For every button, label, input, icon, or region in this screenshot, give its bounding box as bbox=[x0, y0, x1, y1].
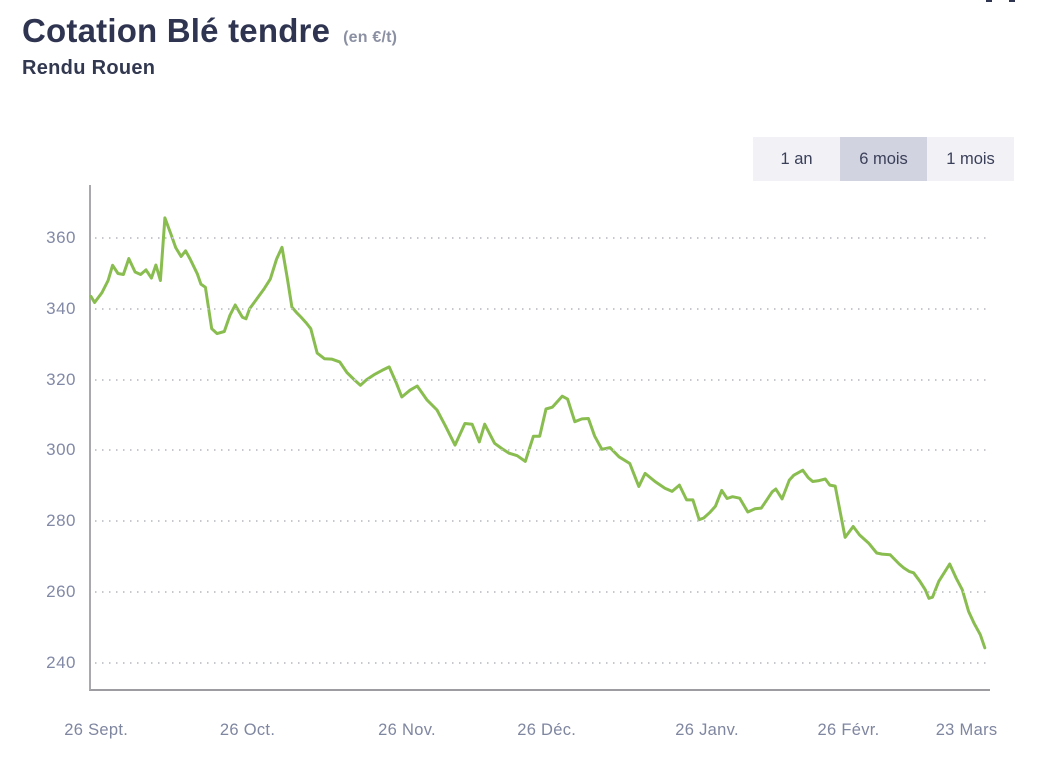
x-axis-label-26-déc-: 26 Déc. bbox=[517, 721, 577, 739]
y-axis-label-320: 320 bbox=[46, 369, 76, 389]
y-axis-label-340: 340 bbox=[46, 298, 76, 318]
range-button-6-mois[interactable]: 6 mois bbox=[840, 137, 927, 181]
x-axis-label-26-sept-: 26 Sept. bbox=[64, 721, 129, 739]
gridline-260 bbox=[95, 590, 988, 593]
unit-label: (en €/t) bbox=[343, 29, 398, 46]
clipped-text-artifact bbox=[986, 0, 992, 2]
gridline-360 bbox=[95, 237, 988, 240]
page-subtitle: Rendu Rouen bbox=[22, 57, 156, 79]
y-axis-label-360: 360 bbox=[46, 228, 76, 248]
y-axis-label-300: 300 bbox=[46, 440, 76, 460]
x-axis-label-26-janv-: 26 Janv. bbox=[675, 721, 739, 739]
period-range-selector: 1 an 6 mois 1 mois bbox=[753, 137, 1014, 181]
page-title: Cotation Blé tendre bbox=[22, 12, 331, 49]
gridline-300 bbox=[95, 449, 988, 452]
x-axis-label-26-févr-: 26 Févr. bbox=[817, 721, 880, 739]
price-line-series[interactable] bbox=[89, 185, 992, 691]
wheat-price-line bbox=[89, 216, 987, 650]
chart-header: Cotation Blé tendre (en €/t) Rendu Rouen bbox=[22, 12, 397, 80]
gridline-280 bbox=[95, 520, 988, 523]
price-chart: 240 260 280 300 320 340 360 26 Sept. 26 Oct. 26 N… bbox=[0, 185, 1037, 745]
clipped-text-artifact bbox=[1009, 0, 1015, 2]
y-axis-label-240: 240 bbox=[46, 652, 76, 672]
x-axis-label-23-mars: 23 Mars bbox=[935, 721, 998, 739]
range-button-1-an[interactable]: 1 an bbox=[753, 137, 840, 181]
range-button-1-mois[interactable]: 1 mois bbox=[927, 137, 1014, 181]
gridline-240 bbox=[95, 661, 988, 664]
y-axis-label-280: 280 bbox=[46, 511, 76, 531]
x-axis-label-26-nov-: 26 Nov. bbox=[378, 721, 436, 739]
x-axis-label-26-oct-: 26 Oct. bbox=[219, 721, 276, 739]
y-axis-label-260: 260 bbox=[46, 581, 76, 601]
gridline-340 bbox=[95, 307, 988, 310]
plot-area[interactable] bbox=[89, 185, 990, 691]
gridline-320 bbox=[95, 378, 988, 381]
